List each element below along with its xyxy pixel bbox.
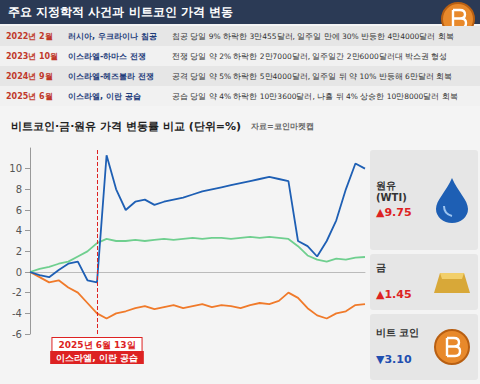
html-text:원유 (WTI): 원유 (WTI)	[376, 180, 407, 203]
svg-text:-4: -4	[12, 308, 22, 319]
svg-text:8: 8	[16, 184, 22, 195]
svg-text:자료=코인마켓캡: 자료=코인마켓캡	[251, 122, 314, 131]
html-text:비트 코인: 비트 코인	[376, 327, 420, 338]
svg-text:-2: -2	[12, 287, 22, 298]
html-text:▲1.45: ▲1.45	[376, 288, 412, 301]
html-text:이스라엘, 이란 공습: 이스라엘, 이란 공습	[68, 91, 141, 101]
html-text:공격 당일 약 5% 하락한 5만4000달러, 일주일 뒤: 공격 당일 약 5% 하락한 5만4000달러, 일주일 뒤 약 10% 반등해…	[172, 71, 453, 81]
svg-text:6: 6	[16, 205, 22, 216]
html-text:주요 지정학적 사건과 비트코인 가격 변동: 주요 지정학적 사건과 비트코인 가격 변동	[8, 5, 233, 19]
html-text:금: 금	[376, 262, 386, 273]
svg-text:비트코인·금·원유 가격 변동률 비교 (단위=%): 비트코인·금·원유 가격 변동률 비교 (단위=%)	[11, 120, 241, 133]
svg-text:이스라엘, 이란 공습: 이스라엘, 이란 공습	[56, 353, 138, 363]
svg-text:-6: -6	[12, 329, 22, 340]
html-text:▼3.10: ▼3.10	[376, 353, 412, 366]
svg-text:2025년 6월 13일: 2025년 6월 13일	[58, 340, 135, 350]
html-text:공습 당일 약 4% 하락한 10만3600달러, 나흘 뒤: 공습 당일 약 4% 하락한 10만3600달러, 나흘 뒤 4% 상승한 10…	[172, 91, 458, 101]
html-text:이스라엘-헤즈볼라 전쟁: 이스라엘-헤즈볼라 전쟁	[68, 71, 155, 81]
html-text:이스라엘-하마스 전쟁: 이스라엘-하마스 전쟁	[68, 51, 147, 61]
svg-text:2: 2	[16, 246, 22, 257]
html-text:러시아, 우크라이나 침공: 러시아, 우크라이나 침공	[68, 31, 157, 41]
html-text:2023년 10월: 2023년 10월	[6, 51, 59, 61]
svg-text:10: 10	[9, 163, 22, 174]
html-text:침공 당일 9% 하락한 3만455달러, 일주일 만에 3: 침공 당일 9% 하락한 3만455달러, 일주일 만에 30% 반등한 4만4…	[172, 31, 454, 41]
html-text:2022년 2월: 2022년 2월	[6, 31, 53, 41]
html-text:2024년 9월: 2024년 9월	[6, 71, 53, 81]
html-text:▲9.75: ▲9.75	[376, 206, 412, 219]
svg-text:0: 0	[16, 267, 22, 278]
html-text:2025년 6월: 2025년 6월	[6, 91, 53, 101]
svg-text:4: 4	[16, 225, 22, 236]
html-text:전쟁 당일 약 2% 하락한 2만7000달러, 일주일간: 전쟁 당일 약 2% 하락한 2만7000달러, 일주일간 2만6000달러대 …	[172, 51, 448, 61]
